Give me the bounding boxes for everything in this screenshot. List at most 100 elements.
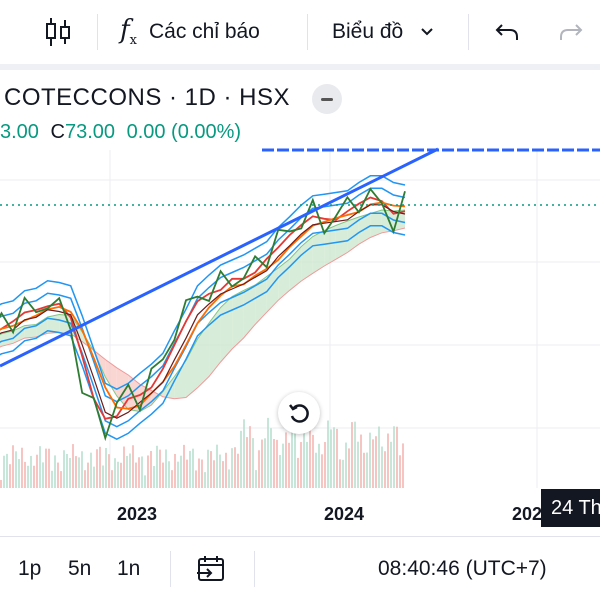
volume-bar <box>354 421 356 488</box>
ohlc-values: 3.00 C73.00 0.00 (0.00%) <box>0 121 241 144</box>
cloud-segment <box>255 276 267 325</box>
volume-bar <box>150 450 152 488</box>
volume-bar <box>396 426 398 488</box>
volume-bar <box>27 465 29 488</box>
cloud-segment <box>393 210 405 231</box>
volume-bar <box>360 434 362 488</box>
volume-bar <box>345 442 347 488</box>
cloud-segment <box>232 290 244 349</box>
cloud-segment <box>335 221 348 260</box>
volume-bar <box>306 441 308 488</box>
volume-bar <box>147 455 149 488</box>
interval-1p-button[interactable]: 1p <box>18 557 42 580</box>
volume-bar <box>216 444 218 488</box>
volume-bar <box>123 446 125 488</box>
volume-bar <box>366 452 368 488</box>
redo-icon <box>560 24 583 40</box>
open-value: 3.00 <box>0 121 39 143</box>
toolbar-divider <box>307 14 308 50</box>
volume-bar <box>111 470 113 488</box>
volume-bar <box>225 452 227 488</box>
volume-bar <box>300 442 302 488</box>
volume-bar <box>195 470 197 488</box>
date-range-button[interactable] <box>196 537 226 601</box>
volume-bar <box>348 448 350 488</box>
volume-bar <box>270 428 272 488</box>
bottom-toolbar: 1p 5n 1n 08:40:46 (UTC+7) <box>0 536 600 601</box>
volume-bar <box>399 455 401 488</box>
volume-bar <box>66 454 68 488</box>
redo-button[interactable] <box>558 0 584 64</box>
senkou-span-a <box>0 209 406 413</box>
volume-bar <box>159 449 161 488</box>
volume-bar <box>30 455 32 488</box>
volume-bar <box>186 459 188 488</box>
candles-icon[interactable] <box>44 0 72 64</box>
lower-band <box>0 225 406 441</box>
x-axis-label: 202 <box>512 504 542 524</box>
volume-bar <box>378 426 380 488</box>
volume-bar <box>24 461 26 488</box>
bottom-divider <box>254 551 255 587</box>
volume-bar <box>279 454 281 488</box>
volume-bar <box>309 423 311 488</box>
trendline <box>0 147 439 368</box>
volume-bar <box>114 458 116 488</box>
calendar-arrow-icon <box>197 556 224 581</box>
close-prefix: C <box>50 121 65 143</box>
collapse-legend-button[interactable] <box>312 84 342 114</box>
interval-1n-button[interactable]: 1n <box>117 557 141 580</box>
cloud-segment <box>370 210 382 238</box>
undo-icon <box>495 24 518 40</box>
symbol-title[interactable]: COTECCONS · 1D · HSX <box>4 84 291 111</box>
volume-bar <box>93 466 95 488</box>
indicators-button[interactable]: fx Các chỉ báo <box>120 0 260 64</box>
cloud-segment <box>197 323 210 388</box>
price-chart[interactable]: 2023 2024 202 <box>0 70 600 536</box>
volume-bar <box>177 461 179 488</box>
close-value: 73.00 <box>64 121 116 143</box>
cloud-segment <box>105 359 117 396</box>
volume-bar <box>153 466 155 488</box>
volume-bar <box>96 449 98 488</box>
volume-bar <box>144 475 146 488</box>
undo-button[interactable] <box>494 0 520 64</box>
reset-chart-button[interactable] <box>278 392 320 434</box>
volume-bar <box>351 422 353 488</box>
cloud-segment <box>1 330 14 347</box>
volume-bar <box>105 448 107 488</box>
volume-bar <box>99 446 101 488</box>
volume-bar <box>156 445 158 488</box>
volume-bar <box>255 470 257 488</box>
volume-bar <box>48 448 50 488</box>
volume-bar <box>51 470 53 488</box>
volume-bar <box>387 433 389 488</box>
volume-bar <box>69 457 71 488</box>
volume-bar <box>222 461 224 488</box>
interval-5n-button[interactable]: 5n <box>68 557 92 580</box>
volume-bar <box>60 471 62 488</box>
chevron-down-icon <box>421 28 433 36</box>
clock-timezone[interactable]: 08:40:46 (UTC+7) <box>378 557 547 580</box>
volume-bar <box>39 446 41 488</box>
volume-bar <box>9 464 11 488</box>
price-line <box>0 187 406 442</box>
volume-bar <box>291 430 293 488</box>
volume-bar <box>249 426 251 488</box>
chart-type-dropdown[interactable]: Biểu đồ <box>332 0 435 64</box>
volume-bar <box>321 454 323 488</box>
volume-bar <box>219 454 221 488</box>
indicators-label: Các chỉ báo <box>148 20 260 43</box>
cloud-segment <box>185 339 198 398</box>
volume-bar <box>258 450 260 488</box>
volume-bar <box>297 457 299 488</box>
volume-bar <box>108 454 110 488</box>
volume-bar <box>138 457 140 488</box>
volume-bar <box>342 459 344 488</box>
volume-bar <box>243 419 245 488</box>
ma-dark-line <box>0 204 406 419</box>
volume-bar <box>180 455 182 488</box>
volume-bar <box>102 465 104 488</box>
cloud-segment <box>278 259 290 301</box>
volume-bar <box>120 462 122 488</box>
